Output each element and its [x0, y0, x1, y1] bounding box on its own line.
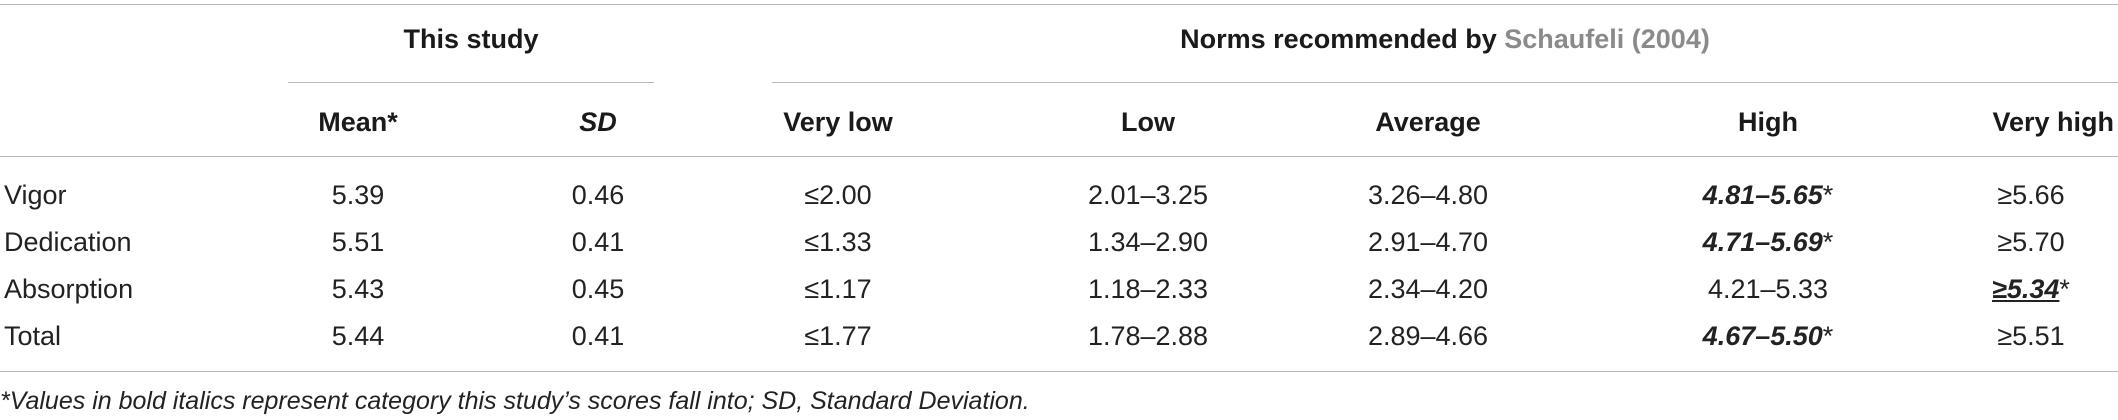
cell-mean: 5.51 [331, 227, 385, 257]
highlight-asterisk: * [1822, 180, 1834, 210]
cell-very-low: ≤1.17 [804, 274, 872, 304]
this-study-underline [288, 82, 654, 83]
cell-average: 2.89–4.66 [1367, 321, 1489, 351]
cell-very-low: ≤1.33 [804, 227, 872, 257]
cell-average: 2.91–4.70 [1367, 227, 1489, 257]
col-header-very-low: Very low [783, 107, 893, 137]
group-header-norms: Norms recommended by Schaufeli (2004) [772, 22, 2118, 56]
row-label: Total [4, 321, 62, 351]
group-header-this-study: This study [403, 24, 539, 54]
top-rule [0, 4, 2118, 5]
cell-low: 2.01–3.25 [1087, 180, 1209, 210]
highlight-asterisk: * [2059, 274, 2070, 304]
cell-average: 2.34–4.20 [1367, 274, 1489, 304]
highlighted-value: ≥5.34 [1992, 274, 2060, 304]
col-header-sd: SD [579, 107, 617, 137]
cell-sd: 0.45 [571, 274, 625, 304]
cell-high: 4.67–5.50* [1668, 319, 1868, 353]
norms-underline [772, 82, 2118, 83]
row-label: Absorption [4, 274, 134, 304]
cell-very-high: ≥5.66 [1997, 180, 2065, 210]
cell-very-high: ≥5.70 [1997, 227, 2065, 257]
cell-low: 1.18–2.33 [1087, 274, 1209, 304]
cell-mean: 5.44 [331, 321, 385, 351]
cell-high: 4.71–5.69* [1668, 225, 1868, 259]
citation-link[interactable]: Schaufeli (2004) [1504, 24, 1710, 54]
cell-low: 1.34–2.90 [1087, 227, 1209, 257]
header-bottom-rule [0, 156, 2118, 157]
norms-title: Norms recommended by [1180, 24, 1505, 54]
highlighted-value: 4.71–5.69 [1702, 227, 1823, 257]
cell-very-low: ≤2.00 [804, 180, 872, 210]
row-label: Vigor [4, 180, 67, 210]
col-header-low: Low [1121, 107, 1175, 137]
highlighted-value: 4.81–5.65 [1702, 180, 1823, 210]
cell-low: 1.78–2.88 [1087, 321, 1209, 351]
cell-sd: 0.41 [571, 321, 625, 351]
table-bottom-rule [0, 371, 2118, 372]
cell-very-high: ≥5.51 [1997, 321, 2065, 351]
cell-sd: 0.41 [571, 227, 625, 257]
col-header-high: High [1738, 107, 1798, 137]
table-footnote: *Values in bold italics represent catego… [0, 387, 1030, 415]
cell-very-high: ≥5.34* [1948, 272, 2114, 306]
row-label: Dedication [4, 227, 132, 257]
col-header-average: Average [1375, 107, 1481, 137]
highlight-asterisk: * [1822, 321, 1834, 351]
cell-sd: 0.46 [571, 180, 625, 210]
cell-high: 4.81–5.65* [1668, 178, 1868, 212]
cell-high: 4.21–5.33 [1707, 274, 1829, 304]
cell-mean: 5.43 [331, 274, 385, 304]
highlight-asterisk: * [1822, 227, 1834, 257]
cell-very-low: ≤1.77 [804, 321, 872, 351]
cell-mean: 5.39 [331, 180, 385, 210]
highlighted-value: 4.67–5.50 [1702, 321, 1823, 351]
cell-average: 3.26–4.80 [1367, 180, 1489, 210]
col-header-very-high: Very high [1992, 107, 2114, 137]
col-header-mean: Mean* [318, 107, 398, 137]
